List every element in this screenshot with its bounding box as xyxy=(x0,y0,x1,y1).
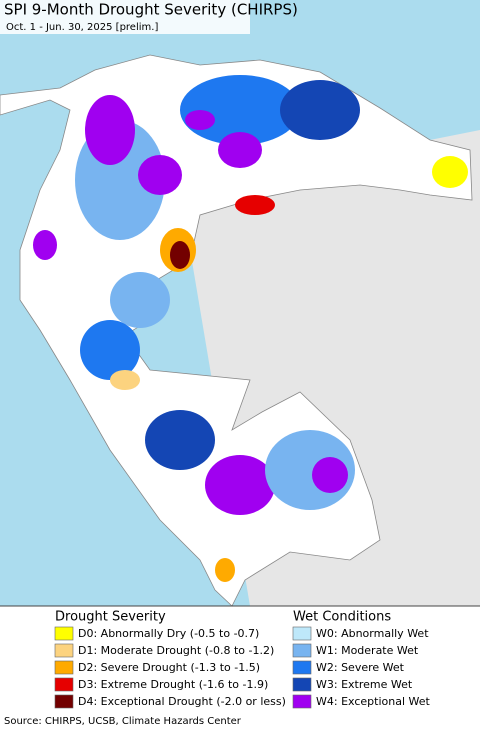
legend-label: D1: Moderate Drought (-0.8 to -1.2) xyxy=(78,644,274,657)
area xyxy=(432,156,468,188)
area xyxy=(235,195,275,215)
title: SPI 9-Month Drought Severity (CHIRPS) xyxy=(4,1,298,19)
source: Source: CHIRPS, UCSB, Climate Hazards Ce… xyxy=(4,716,242,727)
legend-label: W2: Severe Wet xyxy=(316,661,405,674)
legend-swatch xyxy=(292,677,312,692)
area xyxy=(138,155,182,195)
legend-swatch xyxy=(292,660,312,675)
legend-label: D0: Abnormally Dry (-0.5 to -0.7) xyxy=(78,627,259,640)
subtitle: Oct. 1 - Jun. 30, 2025 [prelim.] xyxy=(6,22,158,33)
legend-swatch xyxy=(54,660,74,675)
legend-swatch xyxy=(54,643,74,658)
legend-title: Wet Conditions xyxy=(293,610,391,625)
legend-swatch xyxy=(292,643,312,658)
area xyxy=(85,95,135,165)
legend-label: D3: Extreme Drought (-1.6 to -1.9) xyxy=(78,678,268,691)
legend-label: W3: Extreme Wet xyxy=(316,678,413,691)
legend-swatch xyxy=(292,694,312,709)
legend-swatch xyxy=(54,694,74,709)
legend-swatch xyxy=(54,677,74,692)
area xyxy=(280,80,360,140)
area xyxy=(185,110,215,130)
area xyxy=(205,455,275,515)
legend-label: W1: Moderate Wet xyxy=(316,644,419,657)
title-backdrop xyxy=(0,0,250,34)
legend-label: D4: Exceptional Drought (-2.0 or less) xyxy=(78,695,286,708)
area xyxy=(215,558,235,582)
legend-label: W0: Abnormally Wet xyxy=(316,627,429,640)
conditions xyxy=(33,75,468,582)
area xyxy=(33,230,57,260)
legend-swatch xyxy=(54,626,74,641)
area xyxy=(312,457,348,493)
area xyxy=(110,272,170,328)
area xyxy=(218,132,262,168)
legend-label: D2: Severe Drought (-1.3 to -1.5) xyxy=(78,661,260,674)
area xyxy=(170,241,190,269)
legend-title: Drought Severity xyxy=(55,610,166,625)
area xyxy=(80,320,140,380)
area xyxy=(180,75,300,145)
area xyxy=(145,410,215,470)
legend-swatch xyxy=(292,626,312,641)
legend-label: W4: Exceptional Wet xyxy=(316,695,431,708)
area xyxy=(110,370,140,390)
